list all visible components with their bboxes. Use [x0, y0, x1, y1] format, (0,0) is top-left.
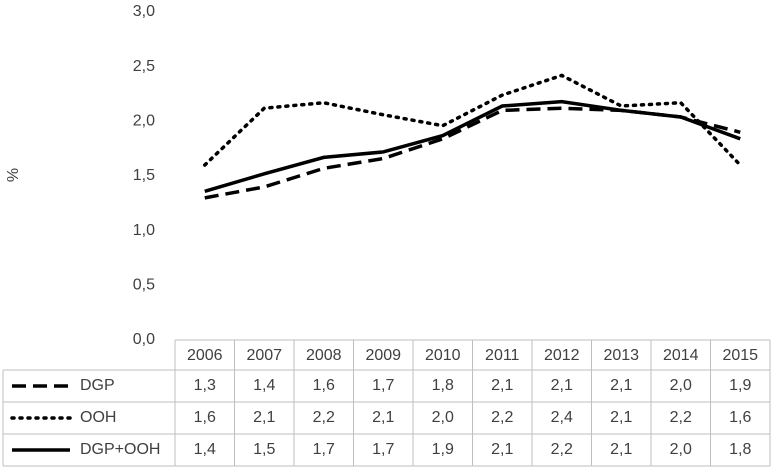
table-cell: 1,4: [194, 441, 216, 458]
y-tick-label: 3,0: [133, 3, 155, 20]
y-tick-label: 0,5: [133, 277, 155, 294]
table-cell: 2,1: [491, 441, 513, 458]
x-tick-label: 2007: [246, 347, 282, 364]
table-cell: 1,9: [729, 377, 751, 394]
table-cell: 1,7: [372, 377, 394, 394]
table-cell: 2,1: [491, 377, 513, 394]
table-cell: 1,4: [253, 377, 275, 394]
table-cell: 2,4: [551, 409, 573, 426]
x-tick-label: 2009: [365, 347, 401, 364]
x-tick-label: 2015: [722, 347, 758, 364]
table-cell: 1,5: [253, 441, 275, 458]
table-cell: 1,3: [194, 377, 216, 394]
table-cell: 2,2: [491, 409, 513, 426]
y-tick-label: 2,5: [133, 58, 155, 75]
table-cell: 1,6: [313, 377, 335, 394]
series-line: [203, 73, 742, 167]
y-tick-label: 1,5: [133, 167, 155, 184]
table-cell: 1,8: [729, 441, 751, 458]
x-tick-label: 2014: [663, 347, 699, 364]
table-cell: 1,7: [313, 441, 335, 458]
table-cell: 2,0: [432, 409, 454, 426]
x-tick-label: 2010: [425, 347, 461, 364]
y-tick-label: 0,0: [133, 331, 155, 348]
table-cell: 2,0: [670, 441, 692, 458]
x-tick-label: 2008: [306, 347, 342, 364]
table-cell: 1,7: [372, 441, 394, 458]
table-cell: 2,1: [610, 409, 632, 426]
y-axis-label: %: [5, 168, 22, 182]
x-tick-label: 2011: [485, 347, 520, 364]
table-cell: 2,1: [253, 409, 275, 426]
table-cell: 2,2: [670, 409, 692, 426]
series-line: [204, 106, 741, 200]
y-tick-label: 2,0: [133, 113, 155, 130]
table-cell: 2,0: [670, 377, 692, 394]
table-cell: 2,2: [551, 441, 573, 458]
table-cell: 2,1: [610, 377, 632, 394]
table-cell: 2,1: [610, 441, 632, 458]
table-cell: 1,6: [194, 409, 216, 426]
legend-label: DGP+OOH: [80, 441, 160, 458]
series-line: [204, 99, 741, 193]
legend-label: OOH: [80, 409, 116, 426]
table-cell: 2,2: [313, 409, 335, 426]
legend-label: DGP: [80, 377, 115, 394]
x-tick-label: 2006: [187, 347, 223, 364]
table-cell: 1,6: [729, 409, 751, 426]
table-cell: 2,1: [372, 409, 394, 426]
x-tick-label: 2012: [544, 347, 580, 364]
y-tick-label: 1,0: [133, 222, 155, 239]
x-tick-label: 2013: [603, 347, 639, 364]
table-cell: 2,1: [551, 377, 573, 394]
table-cell: 1,9: [432, 441, 454, 458]
table-cell: 1,8: [432, 377, 454, 394]
